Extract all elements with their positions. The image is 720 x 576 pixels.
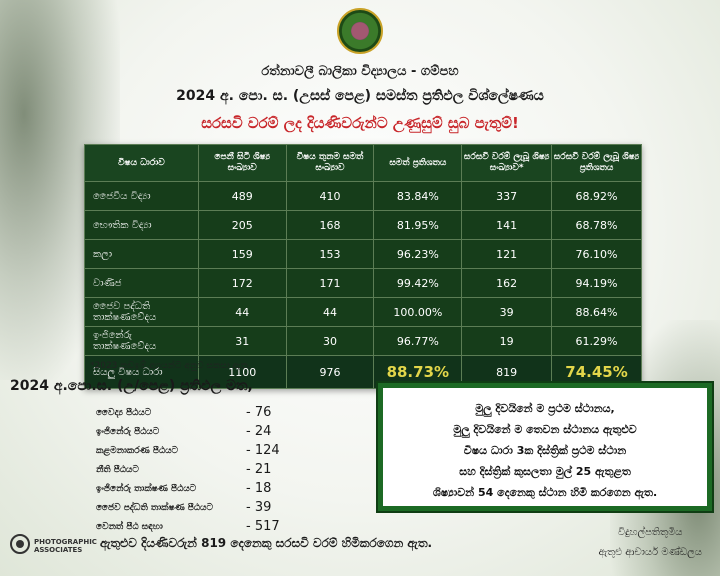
table-cell: 337 — [461, 181, 553, 211]
placement-label: වෙනත් පීඨ සඳහා — [96, 522, 163, 532]
table-row: භෞතික විද්‍යා 205 168 81.95% 141 68.78% — [84, 210, 642, 240]
studio-name: PHOTOGRAPHIC ASSOCIATES — [34, 538, 97, 554]
table-cell: 44 — [285, 297, 375, 327]
list-item: ඉංජිනේරු තාක්ෂණ පීඨයට - 18 — [96, 481, 306, 500]
achievement-line: මුලු දිවයිනේ ම ප්‍රථම ස්ථානය, — [475, 402, 615, 415]
studio-name-line: ASSOCIATES — [34, 546, 83, 554]
table-cell: 1100 — [197, 355, 287, 389]
table-cell: 81.95% — [373, 210, 463, 240]
table-cell: 96.23% — [373, 239, 463, 269]
placement-list: වෛද්‍ය පීඨයට - 76 ඉංජිනේරු පීඨයට - 24 කළ… — [96, 405, 306, 538]
achievement-line: සහ දිස්ත්‍රික් කුසලතා මුල් 25 ඇතුළත — [459, 465, 631, 478]
table-cell-subject: ජෛවීය විද්‍යා — [84, 181, 199, 211]
placement-value: - 18 — [246, 481, 272, 496]
table-cell: 68.92% — [551, 181, 642, 211]
placement-label: වෛද්‍ය පීඨයට — [96, 408, 152, 418]
table-cell: 159 — [197, 239, 287, 269]
table-row: ජෛව පද්ධති තාක්ෂණවේදය 44 44 100.00% 39 8… — [84, 297, 642, 327]
table-cell: 489 — [197, 181, 287, 211]
column-header: සරසවි වරම් ලැබූ ශිෂ්‍ය ප්‍රතිශතය — [551, 144, 642, 182]
column-header: විෂය ධාරාව — [84, 144, 199, 182]
placement-label: නීති පීඨයට — [96, 465, 139, 475]
list-item: වෛද්‍ය පීඨයට - 76 — [96, 405, 306, 424]
table-cell: 19 — [461, 326, 553, 356]
placement-value: - 39 — [246, 500, 272, 515]
achievement-line: ශිෂ්‍යාවන් 54 දෙනෙකු ස්ථාන හිමි කරගෙන ඇත… — [432, 486, 658, 499]
table-row: කලා 159 153 96.23% 121 76.10% — [84, 239, 642, 269]
column-header: පෙනී සිටි ශිෂ්‍ය සංඛ්‍යාව — [197, 144, 287, 182]
table-cell: 171 — [285, 268, 375, 298]
table-cell: 141 — [461, 210, 553, 240]
table-cell-subject: ඉංජිනේරු තාක්ෂණවේදය — [84, 326, 199, 356]
list-item: ඉංජිනේරු පීඨයට - 24 — [96, 424, 306, 443]
placement-label: ඉංජිනේරු පීඨයට — [96, 427, 160, 437]
list-item: කළමනාකරණ පීඨයට - 124 — [96, 443, 306, 462]
table-cell: 100.00% — [373, 297, 463, 327]
column-header: විෂය තුනම සමත් සංඛ්‍යාව — [285, 144, 375, 182]
table-header-row: විෂය ධාරාව පෙනී සිටි ශිෂ්‍ය සංඛ්‍යාව විෂ… — [84, 144, 642, 182]
table-cell: 39 — [461, 297, 553, 327]
achievements-panel: මුලු දිවයිනේ ම ප්‍රථම ස්ථානය, මුලු දිවයි… — [383, 388, 707, 506]
table-cell: 44 — [197, 297, 287, 327]
list-item: නීති පීඨයට - 21 — [96, 462, 306, 481]
placement-value: - 124 — [246, 443, 280, 458]
table-cell: 88.64% — [551, 297, 642, 327]
table-cell: 172 — [197, 268, 287, 298]
page-subtitle: 2024 අ. පො. ස. (උසස් පෙළ) සමස්ත ප්‍රතිඵල… — [176, 88, 544, 104]
table-cell: 976 — [285, 355, 375, 389]
achievement-line: මුලු දිවයිනේ ම තෙවන ස්ථානය ඇතුළුව — [453, 423, 637, 436]
table-cell-subject: භෞතික විද්‍යා — [84, 210, 199, 240]
school-crest-logo — [337, 8, 383, 54]
principal-signature: විදුහල්පතිතුමිය ඇතුළු ආචාර්ය මණ්ඩලය — [598, 523, 702, 563]
table-cell: 68.78% — [551, 210, 642, 240]
congratulations-banner: සරසවි වරම් ලද දියණිවරුන්ට උණුසුම් සුබ පැ… — [201, 114, 519, 132]
studio-name-line: PHOTOGRAPHIC — [34, 538, 97, 546]
achievements-box: මුලු දිවයිනේ ම ප්‍රථම ස්ථානය, මුලු දිවයි… — [376, 381, 714, 513]
results-table: විෂය ධාරාව පෙනී සිටි ශිෂ්‍ය සංඛ්‍යාව විෂ… — [84, 144, 642, 389]
placement-value: - 21 — [246, 462, 272, 477]
table-row: ඉංජිනේරු තාක්ෂණවේදය 31 30 96.77% 19 61.2… — [84, 326, 642, 356]
placement-label: ජෛව පද්ධති තාක්ෂණ පීඨයට — [96, 503, 213, 513]
list-item: ජෛව පද්ධති තාක්ෂණ පීඨයට - 39 — [96, 500, 306, 519]
studio-logo: PHOTOGRAPHIC ASSOCIATES — [10, 532, 97, 560]
camera-aperture-icon — [10, 534, 30, 554]
placement-value: - 76 — [246, 405, 272, 420]
table-cell-subject: ජෛව පද්ධති තාක්ෂණවේදය — [84, 297, 199, 327]
table-cell: 162 — [461, 268, 553, 298]
column-header: සරසවි වරම් ලැබූ ශිෂ්‍ය සංඛ්‍යාව* — [461, 144, 553, 182]
school-name: රත්නාවලී බාලිකා විද්‍යාලය - ගම්පහ — [261, 64, 459, 79]
signature-line: ඇතුළු ආචාර්ය මණ්ඩලය — [598, 547, 702, 558]
table-row: වාණිජ 172 171 99.42% 162 94.19% — [84, 268, 642, 298]
signature-line: විදුහල්පතිතුමිය — [617, 527, 683, 538]
table-cell-subject: වාණිජ — [84, 268, 199, 298]
table-row: ජෛවීය විද්‍යා 489 410 83.84% 337 68.92% — [84, 181, 642, 211]
achievement-line: විෂය ධාරා 3ක දිස්ත්‍රික් ප්‍රථම ස්ථාන — [463, 444, 627, 457]
table-cell: 31 — [197, 326, 287, 356]
table-cell-subject: සියලු විෂය ධාරා — [84, 355, 199, 389]
table-cell: 94.19% — [551, 268, 642, 298]
list-item: වෙනත් පීඨ සඳහා - 517 — [96, 519, 306, 538]
table-cell: 76.10% — [551, 239, 642, 269]
bottom-banner: ඇතුළුව දියණිවරුන් 819 දෙනෙකු සරසවි වරම් … — [100, 536, 433, 550]
table-cell: 153 — [285, 239, 375, 269]
placement-label: කළමනාකරණ පීඨයට — [96, 446, 179, 456]
placements-title: 2024 අ.පො.ස. (උ/පෙළ) ප්‍රතිඵල මත, — [10, 378, 253, 394]
table-cell: 168 — [285, 210, 375, 240]
table-cell: 121 — [461, 239, 553, 269]
table-cell: 96.77% — [373, 326, 463, 356]
table-cell: 61.29% — [551, 326, 642, 356]
table-cell: 83.84% — [373, 181, 463, 211]
table-cell: 205 — [197, 210, 287, 240]
table-cell: 410 — [285, 181, 375, 211]
table-cell: 99.42% — [373, 268, 463, 298]
table-cell-subject: කලා — [84, 239, 199, 269]
table-cell: 30 — [285, 326, 375, 356]
placement-value: - 24 — [246, 424, 272, 439]
placement-value: - 517 — [246, 519, 280, 534]
column-header: සමත් ප්‍රතිශතය — [373, 144, 463, 182]
table-footnote: *2023 කඩඉම් අගයන්ට අනුව සකසා ඇත. — [90, 361, 251, 371]
placement-label: ඉංජිනේරු තාක්ෂණ පීඨයට — [96, 484, 197, 494]
